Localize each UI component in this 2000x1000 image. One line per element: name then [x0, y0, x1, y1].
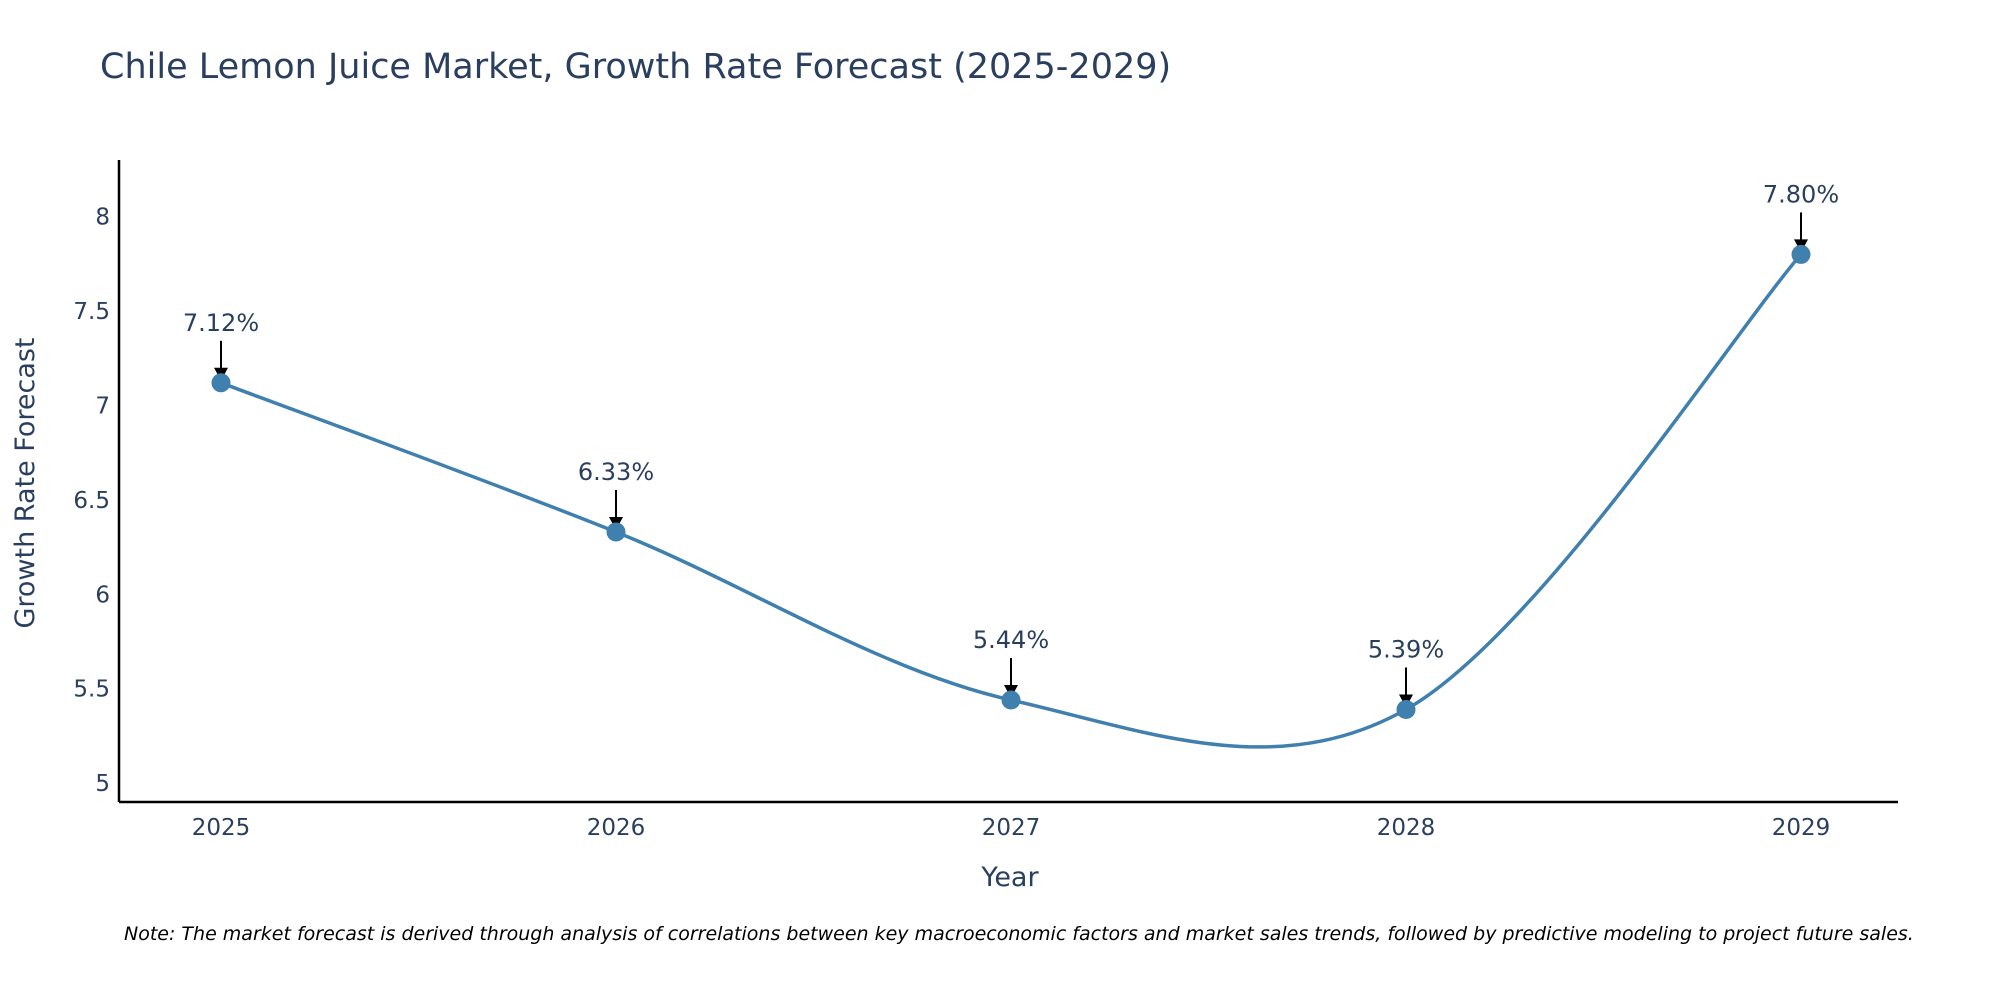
x-axis-title: Year	[980, 862, 1039, 893]
x-tick-label: 2029	[1772, 815, 1831, 841]
y-tick-label: 6.5	[73, 488, 110, 514]
series-line	[219, 252, 1803, 749]
y-tick-label: 8	[95, 205, 110, 231]
data-point	[1791, 244, 1811, 264]
x-tick-label: 2027	[982, 815, 1041, 841]
data-point	[211, 373, 231, 393]
chart-note: Note: The market forecast is derived thr…	[124, 923, 1914, 945]
x-tick-label: 2028	[1377, 815, 1436, 841]
y-tick-label: 7.5	[73, 299, 110, 325]
y-axis-ticks: 5 5.5 6 6.5 7 7.5 8	[73, 205, 110, 797]
chart-title: Chile Lemon Juice Market, Growth Rate Fo…	[100, 47, 1171, 87]
data-point	[1001, 690, 1021, 710]
data-points	[211, 244, 1811, 719]
y-tick-label: 7	[95, 393, 110, 419]
x-axis-ticks: 2025 2026 2027 2028 2029	[192, 815, 1831, 841]
y-tick-label: 5.5	[73, 677, 110, 703]
y-axis-title: Growth Rate Forecast	[10, 337, 41, 628]
data-label: 7.12%	[183, 309, 259, 337]
x-tick-label: 2025	[192, 815, 251, 841]
data-annotations: 7.12% 6.33% 5.44% 5.39% 7.80%	[183, 180, 1839, 708]
data-point	[1396, 699, 1416, 719]
y-tick-label: 5	[95, 771, 110, 797]
plot-area: 5 5.5 6 6.5 7 7.5 8 2025 2026 2027 2028 2029 7.12%…	[73, 160, 1898, 841]
data-label: 6.33%	[578, 458, 654, 486]
x-tick-label: 2026	[587, 815, 646, 841]
y-tick-label: 6	[95, 582, 110, 608]
data-point	[606, 522, 626, 542]
data-label: 5.44%	[973, 626, 1049, 654]
data-label: 5.39%	[1368, 635, 1444, 663]
data-label: 7.80%	[1763, 180, 1839, 208]
